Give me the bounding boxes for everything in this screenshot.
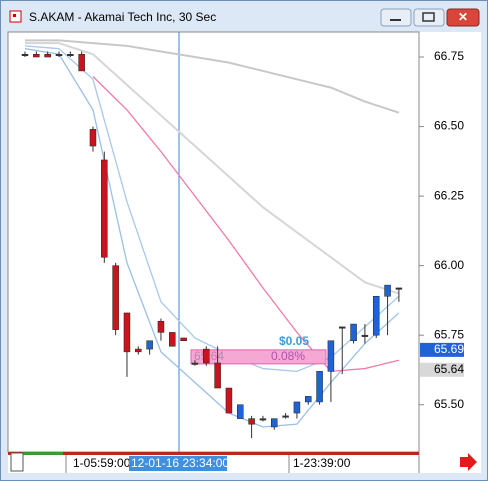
x-label: 1-23:39:00 xyxy=(293,456,351,470)
candle-body xyxy=(327,340,335,372)
scroll-right-arrow[interactable] xyxy=(460,453,477,471)
candle-body xyxy=(305,396,312,403)
y-tick-label: 65.75 xyxy=(434,327,464,341)
plot-layer: 66.75 66.50 66.25 66.00 65.75 65.50 65.64 0.08%… xyxy=(21,39,464,439)
y-tick-label: 66.50 xyxy=(434,119,464,133)
candle-body xyxy=(372,295,380,336)
candle-body xyxy=(78,54,85,72)
candle-body xyxy=(146,340,153,350)
moving-average-line xyxy=(92,76,400,373)
maximize-icon xyxy=(422,12,435,22)
candle-body xyxy=(316,371,323,403)
moving-average-line xyxy=(24,48,400,428)
measure-box xyxy=(190,349,327,365)
candle-body xyxy=(67,54,74,57)
candle-body xyxy=(338,326,346,329)
candle-body xyxy=(191,362,199,365)
candle-body xyxy=(237,404,244,419)
candle-body xyxy=(135,348,142,353)
scroll-handle[interactable] xyxy=(10,452,24,472)
candle-body xyxy=(101,159,108,258)
candle-body xyxy=(112,265,119,330)
price-label: 65.64 xyxy=(434,362,464,376)
y-tick-label: 66.25 xyxy=(434,188,464,202)
x-label-highlight xyxy=(129,456,227,471)
price-label: 65.69 xyxy=(434,342,464,356)
candle-body xyxy=(259,418,267,421)
y-tick-label: 66.00 xyxy=(434,258,464,272)
x-label: 1-05:59:00 xyxy=(73,456,131,470)
scroll-track-start xyxy=(23,452,63,455)
plot-area xyxy=(7,31,420,453)
price-label-box xyxy=(420,362,464,377)
candle-body xyxy=(350,323,357,341)
candle-body xyxy=(44,54,51,58)
candle-body xyxy=(214,362,221,389)
close-button[interactable] xyxy=(446,8,480,27)
close-icon: ✕ xyxy=(458,10,468,24)
measure-percent: 0.08% xyxy=(271,349,305,363)
candle-body xyxy=(33,54,40,58)
candle-body xyxy=(180,337,187,341)
moving-average-line xyxy=(25,42,400,295)
maximize-button[interactable] xyxy=(413,8,445,27)
candle-body xyxy=(123,312,131,353)
y-tick-label: 66.75 xyxy=(434,49,464,63)
candle-body xyxy=(169,332,176,347)
moving-average-line xyxy=(25,39,400,114)
candle-body xyxy=(203,348,210,364)
candle-body xyxy=(55,54,63,57)
candle-body xyxy=(89,129,97,147)
minimize-button[interactable] xyxy=(380,8,412,27)
candle-body xyxy=(271,418,278,428)
app-icon-dot xyxy=(13,14,16,17)
x-label-current: 12-01-16 23:34:00 xyxy=(131,456,229,470)
window-title: S.AKAM - Akamai Tech Inc, 30 Sec xyxy=(29,10,216,24)
candle-body xyxy=(361,334,369,337)
y-tick-label: 65.50 xyxy=(434,397,464,411)
candle-body xyxy=(225,387,233,414)
candle-body xyxy=(384,284,391,297)
candle-body xyxy=(21,54,29,57)
measure-change: $0.05 xyxy=(279,334,309,348)
candle-body xyxy=(157,321,165,333)
candle-body xyxy=(293,401,301,414)
moving-average-line xyxy=(24,45,400,372)
scroll-track xyxy=(8,452,419,455)
candle-body xyxy=(395,287,403,290)
candle-body xyxy=(248,418,255,425)
price-label-box xyxy=(420,342,464,357)
candle-body xyxy=(282,415,289,418)
